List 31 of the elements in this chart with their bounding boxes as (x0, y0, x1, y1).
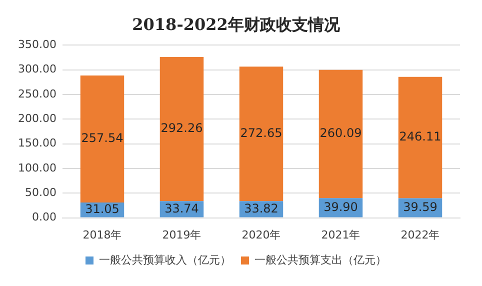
bar (239, 66, 284, 202)
data-label: 246.11 (399, 130, 442, 144)
x-tick-label: 2019年 (162, 228, 202, 242)
y-tick-label: 300.00 (18, 62, 56, 76)
bar (398, 76, 442, 198)
data-label: 292.26 (160, 121, 203, 136)
y-tick-label: 100.00 (18, 161, 56, 174)
data-label: 33.74 (164, 201, 199, 216)
bar (318, 70, 363, 198)
legend-label: 一般公共预算支出（亿元） (254, 253, 386, 266)
bar (160, 57, 204, 202)
y-tick-label: 350.00 (18, 38, 56, 52)
data-label: 33.82 (244, 201, 278, 216)
bar (80, 75, 124, 202)
data-label: 39.59 (403, 200, 438, 214)
data-label: 257.54 (81, 131, 124, 146)
y-tick-label: 50.00 (24, 186, 56, 199)
legend-label: 一般公共预算收入（亿元） (99, 253, 231, 266)
x-tick-label: 2022年 (400, 228, 440, 242)
y-tick-label: 250.00 (18, 87, 56, 100)
y-tick-label: 200.00 (18, 112, 56, 126)
data-label: 31.05 (85, 202, 120, 216)
y-tick-label: 150.00 (18, 136, 56, 150)
data-label: 260.09 (320, 126, 362, 140)
x-tick-label: 2020年 (242, 228, 281, 242)
data-label: 272.65 (240, 126, 282, 140)
y-tick-label: 0.00 (32, 210, 56, 224)
chart-title: 2018-2022年财政收支情况 (132, 14, 341, 34)
x-tick-label: 2021年 (321, 228, 360, 242)
x-tick-label: 2018年 (82, 228, 122, 242)
data-label: 39.90 (324, 200, 358, 214)
